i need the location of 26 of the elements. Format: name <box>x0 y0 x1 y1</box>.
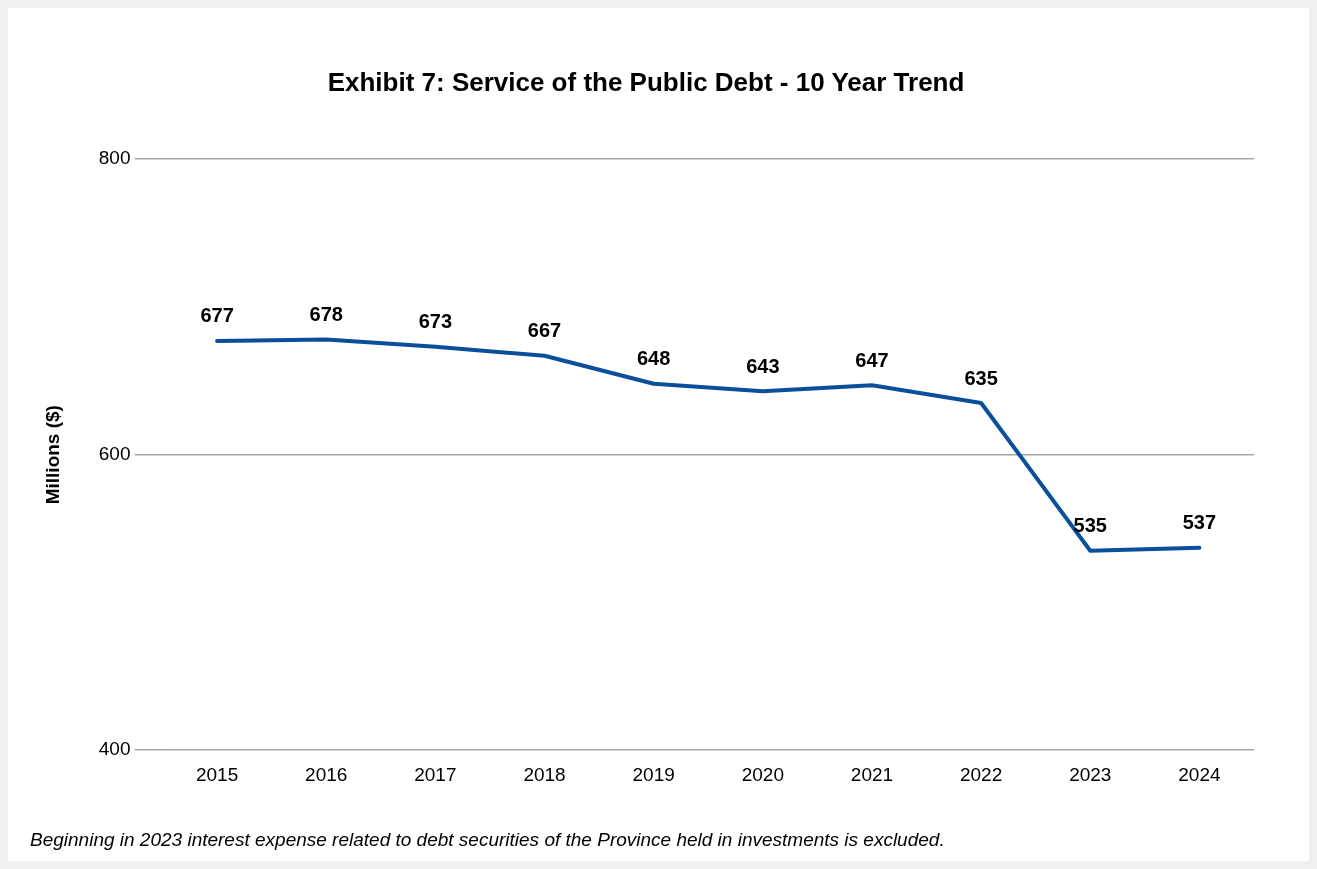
data-label: 647 <box>855 348 889 371</box>
y-tick-label: 600 <box>98 442 131 464</box>
y-tick-label: 800 <box>98 147 131 169</box>
data-label: 678 <box>309 302 343 325</box>
data-label: 673 <box>418 310 453 333</box>
data-label: 648 <box>636 347 671 370</box>
data-label: 635 <box>964 366 998 389</box>
x-tick-label: 2020 <box>741 763 784 785</box>
y-tick-label: 400 <box>98 738 131 760</box>
x-tick-label: 2021 <box>850 763 894 785</box>
x-tick-label: 2023 <box>1069 763 1112 785</box>
text: Beginning in 2023 interest expense related to debt securities of the Province held in investments is excluded. <box>30 829 945 851</box>
x-tick-label: 2024 <box>1178 763 1221 785</box>
data-label: 643 <box>746 354 780 377</box>
x-tick-label: 2018 <box>523 763 566 785</box>
x-tick-label: 2019 <box>632 763 675 785</box>
x-tick-label: 2017 <box>414 763 457 785</box>
data-label: 677 <box>200 304 234 327</box>
data-label: 535 <box>1073 514 1107 537</box>
y-axis-title: Millions ($) <box>41 405 63 505</box>
x-tick-label: 2016 <box>305 763 348 785</box>
x-tick-label: 2022 <box>959 763 1003 785</box>
data-label: 667 <box>527 319 562 342</box>
x-tick-label: 2015 <box>195 763 239 785</box>
chart-title: Exhibit 7: Service of the Public Debt - 10 Year Trend <box>327 66 965 97</box>
data-label: 537 <box>1182 511 1217 534</box>
